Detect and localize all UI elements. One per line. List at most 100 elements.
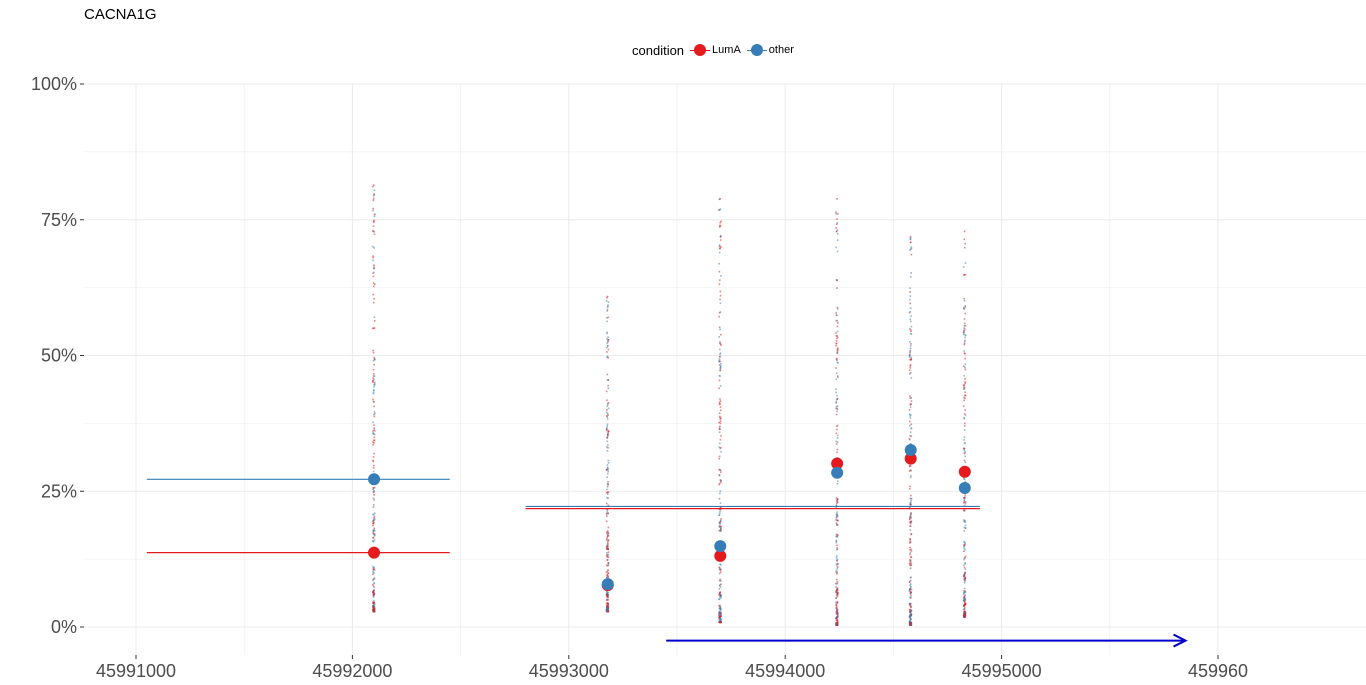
- sample-point: [835, 432, 838, 435]
- sample-point: [719, 482, 721, 485]
- sample-point: [835, 332, 837, 334]
- sample-point: [835, 443, 838, 445]
- sample-point: [836, 218, 838, 220]
- sample-point: [606, 553, 608, 556]
- sample-point: [835, 405, 838, 408]
- sample-point: [836, 571, 839, 574]
- sample-point: [910, 272, 912, 274]
- sample-point: [372, 601, 374, 603]
- sample-point: [963, 340, 966, 343]
- sample-point: [719, 328, 721, 331]
- sample-point: [606, 552, 608, 554]
- sample-point: [719, 617, 722, 620]
- sample-point: [908, 356, 911, 358]
- sample-point: [910, 512, 912, 514]
- sample-point: [720, 435, 722, 437]
- sample-point: [964, 591, 966, 593]
- sample-point: [964, 455, 966, 458]
- sample-point: [718, 421, 721, 424]
- sample-point: [908, 437, 911, 440]
- sample-point: [908, 590, 911, 593]
- sample-point: [963, 413, 966, 415]
- sample-point: [910, 602, 912, 605]
- sample-point: [373, 357, 376, 360]
- sample-point: [964, 397, 966, 400]
- sample-point: [963, 500, 965, 502]
- sample-point: [372, 569, 375, 572]
- sample-point: [718, 468, 720, 471]
- sample-point: [836, 287, 838, 289]
- sample-point: [964, 494, 967, 496]
- sample-point: [908, 420, 911, 423]
- sample-point: [964, 339, 966, 342]
- sample-point: [718, 336, 720, 338]
- sample-point: [835, 590, 838, 592]
- sample-point: [835, 571, 837, 573]
- sample-point: [963, 520, 966, 523]
- sample-point: [835, 563, 838, 565]
- sample-point: [835, 594, 838, 597]
- sample-point: [607, 591, 610, 594]
- sample-point: [909, 373, 911, 375]
- sample-point: [909, 415, 911, 417]
- sample-point: [836, 308, 839, 310]
- sample-point: [719, 492, 721, 495]
- sample-point: [372, 591, 374, 594]
- sample-point: [719, 406, 722, 408]
- sample-point: [963, 365, 965, 368]
- sample-point: [605, 595, 608, 597]
- sample-point: [373, 527, 376, 530]
- sample-point: [964, 381, 967, 383]
- sample-point: [910, 550, 913, 552]
- mean-point-other: [368, 473, 381, 486]
- sample-point: [605, 548, 608, 551]
- sample-point: [908, 438, 911, 441]
- sample-point: [836, 514, 838, 516]
- sample-point: [605, 512, 608, 515]
- sample-point: [963, 566, 966, 569]
- sample-point: [910, 548, 912, 551]
- sample-point: [373, 578, 375, 580]
- sample-point: [719, 591, 722, 593]
- sample-point: [963, 545, 965, 547]
- sample-point: [719, 569, 722, 572]
- sample-point: [836, 451, 838, 454]
- sample-point: [963, 606, 966, 609]
- sample-spread: [835, 198, 839, 626]
- sample-point: [836, 519, 839, 522]
- sample-point: [372, 584, 374, 586]
- sample-point: [964, 357, 966, 360]
- sample-point: [719, 469, 721, 471]
- sample-point: [964, 602, 967, 605]
- sample-point: [910, 613, 913, 616]
- sample-point: [909, 406, 912, 408]
- sample-point: [718, 244, 721, 246]
- sample-point: [718, 483, 720, 486]
- sample-point: [607, 596, 610, 599]
- sample-point: [910, 443, 912, 445]
- sample-point: [910, 377, 913, 379]
- sample-point: [606, 515, 608, 517]
- sample-point: [910, 315, 912, 318]
- sample-point: [607, 470, 610, 473]
- sample-point: [909, 525, 911, 527]
- sample-point: [963, 612, 966, 614]
- sample-point: [606, 416, 609, 418]
- sample-point: [908, 354, 911, 357]
- sample-point: [718, 245, 721, 248]
- sample-point: [964, 422, 966, 425]
- sample-point: [372, 443, 374, 446]
- sample-point: [962, 333, 965, 336]
- sample-point: [909, 350, 912, 353]
- sample-point: [909, 497, 912, 500]
- sample-point: [908, 518, 911, 521]
- sample-point: [719, 365, 722, 368]
- sample-point: [835, 413, 838, 416]
- sample-point: [909, 514, 912, 517]
- sample-point: [373, 316, 376, 318]
- sample-point: [373, 375, 376, 377]
- sample-point: [836, 500, 839, 503]
- sample-point: [909, 363, 912, 366]
- sample-point: [910, 427, 913, 430]
- sample-point: [720, 611, 722, 614]
